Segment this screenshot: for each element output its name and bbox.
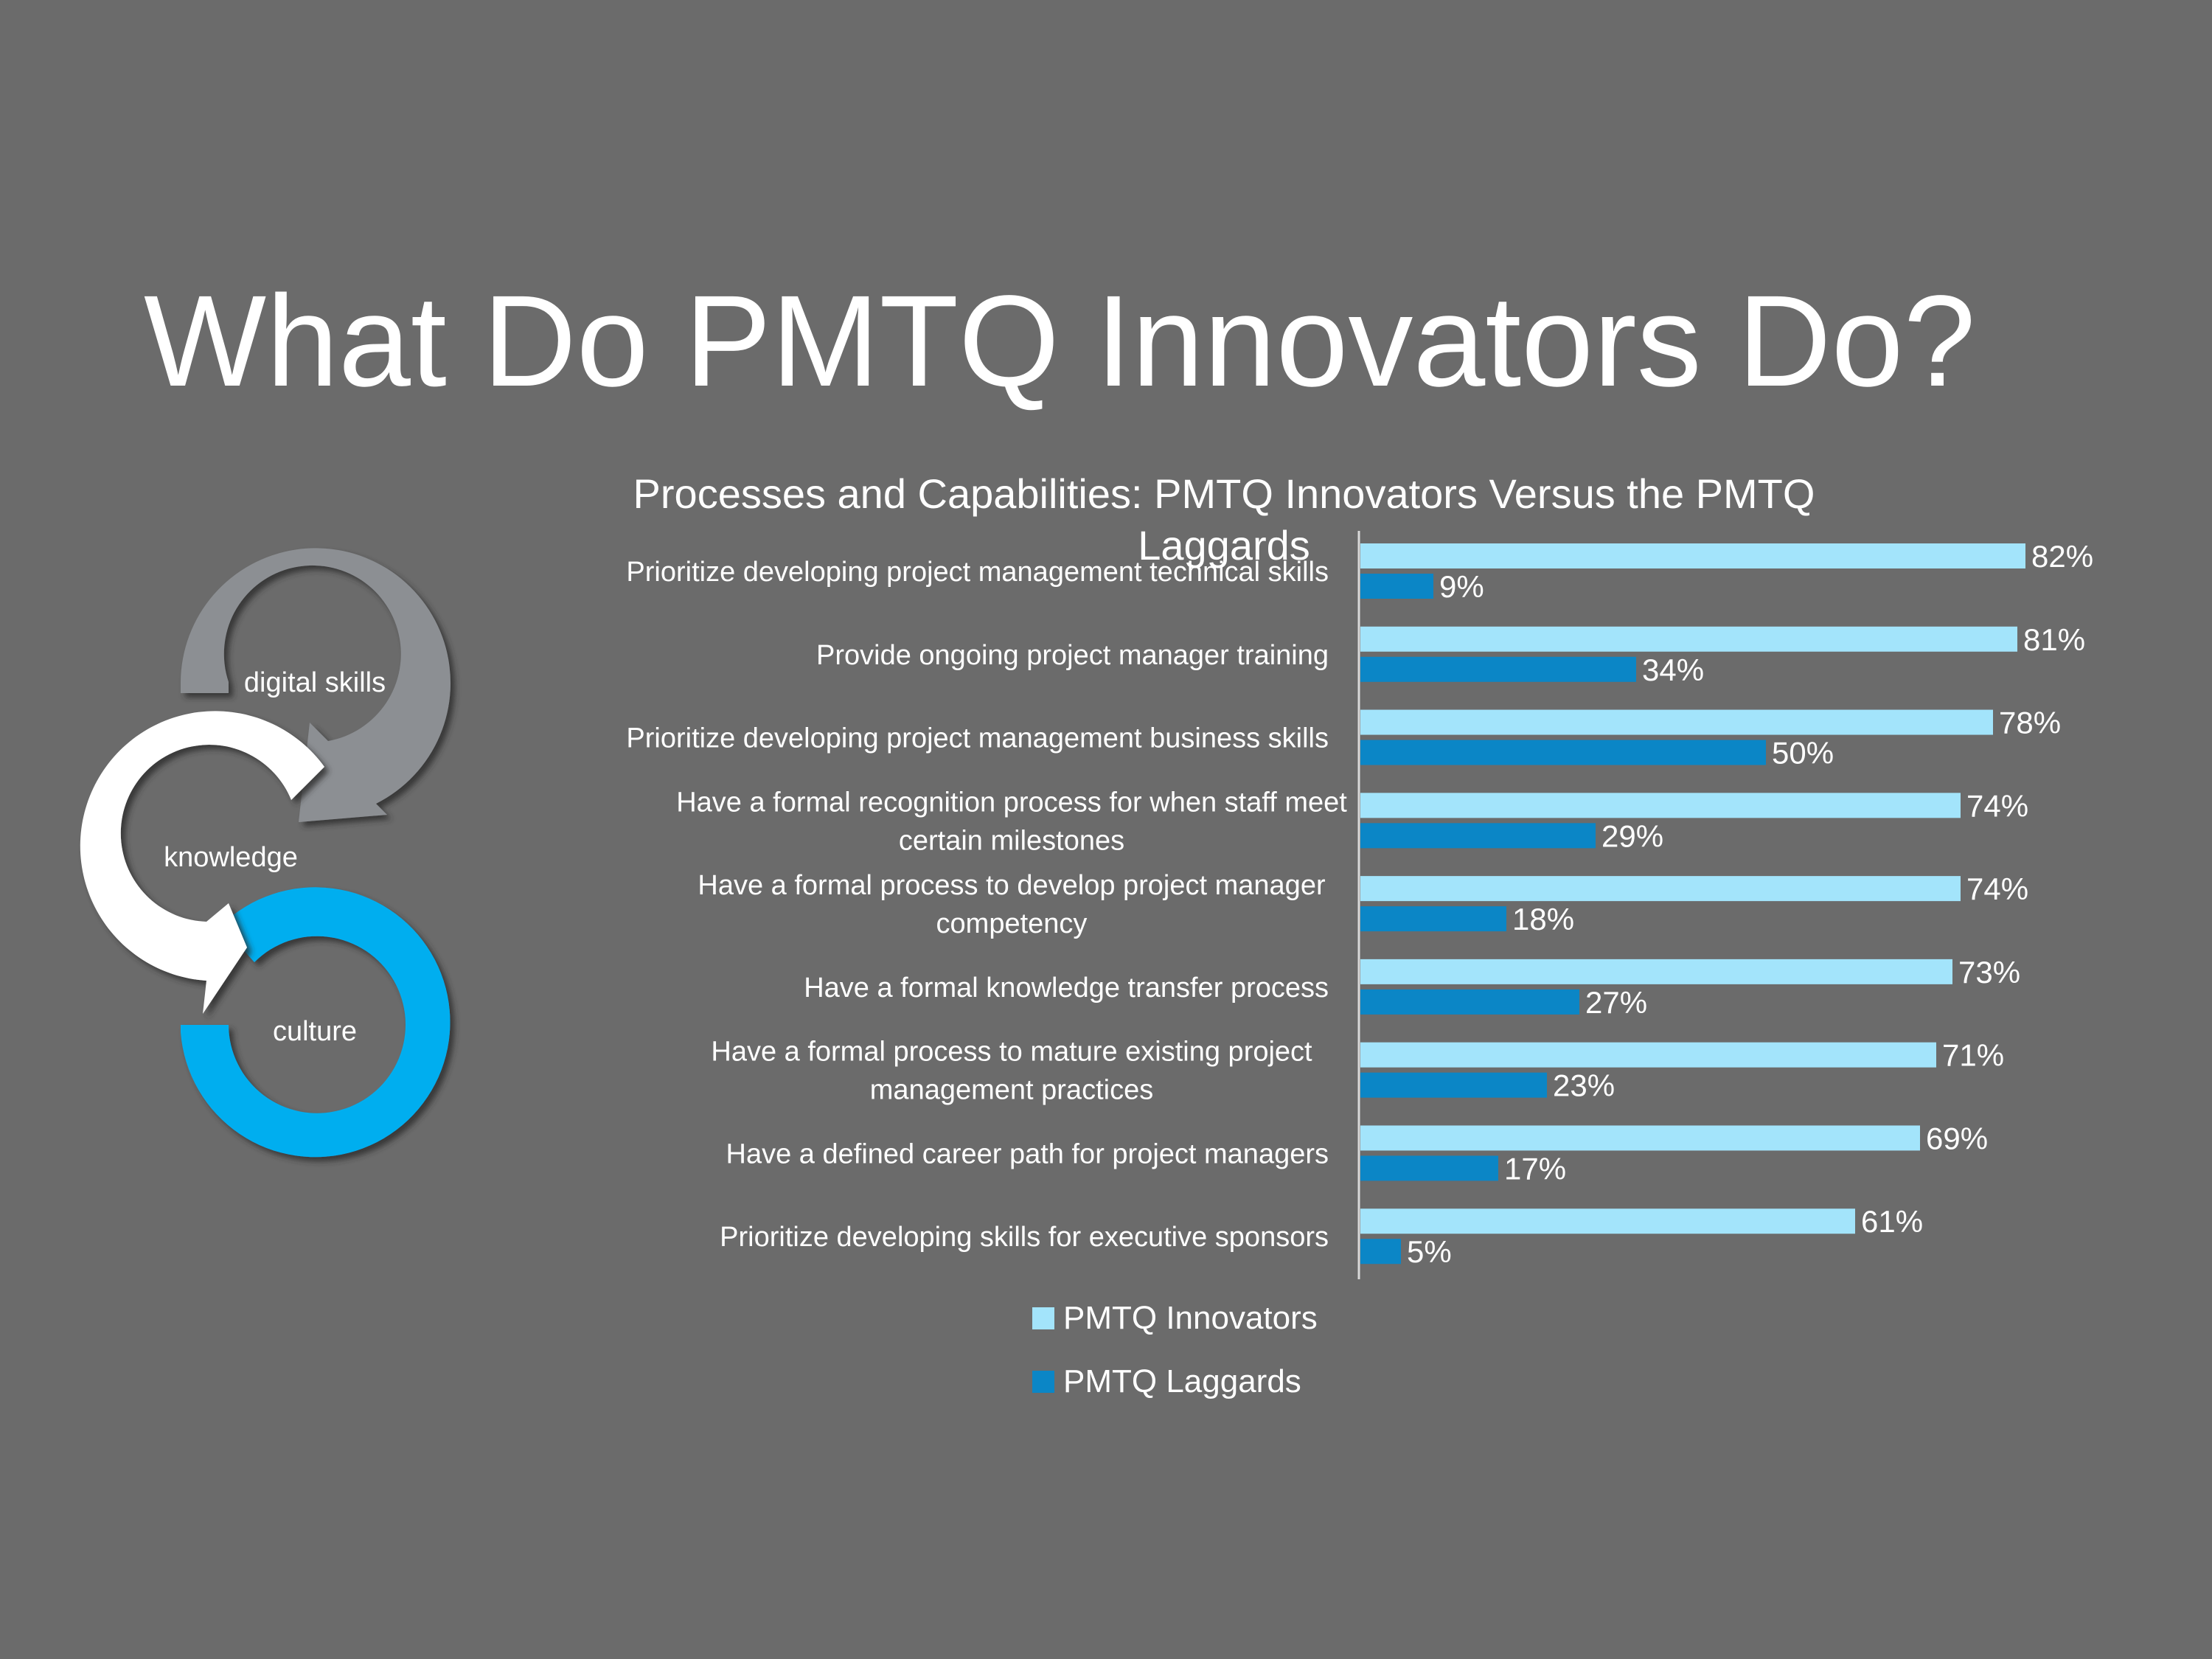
chart-legend: PMTQ Innovators PMTQ Laggards <box>1032 1287 1318 1413</box>
category-label-line: certain milestones <box>899 825 1124 856</box>
bar-innovators-8 <box>1360 1208 1855 1234</box>
category-label-line: Prioritize developing skills for executi… <box>720 1222 1329 1253</box>
legend-item-innovators: PMTQ Innovators <box>1032 1287 1318 1350</box>
value-label-laggards-3: 29% <box>1601 818 1663 853</box>
bar-laggards-7 <box>1360 1155 1498 1181</box>
value-label-innovators-8: 61% <box>1861 1204 1923 1239</box>
bar-laggards-1 <box>1360 656 1636 682</box>
knowledge-arrow <box>80 711 325 1014</box>
legend-label-innovators: PMTQ Innovators <box>1063 1300 1318 1336</box>
bar-innovators-3 <box>1360 793 1961 818</box>
category-label-1: Provide ongoing project manager training <box>816 640 1329 671</box>
legend-label-laggards: PMTQ Laggards <box>1063 1363 1301 1399</box>
digital-skills-arrow <box>181 548 451 822</box>
category-label-5: Have a formal knowledge transfer process <box>804 973 1329 1004</box>
value-label-innovators-5: 73% <box>1958 955 2020 990</box>
category-label-2: Prioritize developing project management… <box>626 723 1329 754</box>
category-label-line: Have a formal recognition process for wh… <box>676 787 1347 818</box>
bar-innovators-7 <box>1360 1125 1920 1151</box>
legend-swatch-innovators <box>1032 1307 1054 1329</box>
category-label-line: management practices <box>870 1075 1153 1106</box>
category-label-line: Have a formal process to develop project… <box>698 870 1326 901</box>
category-label-3: Have a formal recognition process for wh… <box>676 787 1347 856</box>
category-label-line: Have a formal process to mature existing… <box>711 1037 1312 1068</box>
value-label-innovators-4: 74% <box>1966 872 2028 906</box>
legend-item-laggards: PMTQ Laggards <box>1032 1350 1318 1413</box>
value-label-laggards-7: 17% <box>1504 1151 1566 1186</box>
value-label-innovators-6: 71% <box>1942 1038 2004 1073</box>
bar-laggards-8 <box>1360 1239 1401 1265</box>
value-label-innovators-0: 82% <box>2031 539 2093 574</box>
category-label-line: Prioritize developing project management… <box>626 723 1329 754</box>
chart-title: Processes and Capabilities: PMTQ Innovat… <box>633 470 1815 568</box>
category-label-0: Prioritize developing project management… <box>626 557 1329 588</box>
category-label-line: competency <box>936 908 1088 939</box>
bar-innovators-2 <box>1360 709 1993 735</box>
cycle-diagram <box>80 548 451 1158</box>
category-label-4: Have a formal process to develop project… <box>698 870 1326 939</box>
value-label-innovators-2: 78% <box>1999 706 2061 740</box>
value-label-innovators-1: 81% <box>2023 622 2085 657</box>
value-label-laggards-8: 5% <box>1407 1234 1452 1269</box>
culture-arrow <box>181 887 451 1158</box>
category-label-line: Provide ongoing project manager training <box>816 640 1329 671</box>
bar-laggards-6 <box>1360 1072 1547 1098</box>
category-label-line: Have a defined career path for project m… <box>726 1138 1329 1169</box>
category-label-line: Have a formal knowledge transfer process <box>804 973 1329 1004</box>
value-label-laggards-4: 18% <box>1512 902 1574 936</box>
category-label-7: Have a defined career path for project m… <box>726 1138 1329 1169</box>
value-label-laggards-2: 50% <box>1772 736 1834 771</box>
value-label-laggards-1: 34% <box>1642 653 1704 687</box>
bar-laggards-2 <box>1360 740 1766 765</box>
value-label-innovators-3: 74% <box>1966 788 2028 823</box>
cycle-label-knowledge: knowledge <box>164 842 298 873</box>
bar-innovators-1 <box>1360 626 2017 652</box>
cycle-label-culture: culture <box>272 1016 358 1047</box>
value-label-innovators-7: 69% <box>1926 1121 1988 1155</box>
legend-swatch-laggards <box>1032 1371 1054 1393</box>
category-label-line: Prioritize developing project management… <box>626 557 1329 588</box>
bar-laggards-0 <box>1360 574 1433 599</box>
category-label-8: Prioritize developing skills for executi… <box>720 1222 1329 1253</box>
category-label-6: Have a formal process to mature existing… <box>711 1037 1312 1106</box>
bar-innovators-6 <box>1360 1042 1936 1068</box>
bar-laggards-4 <box>1360 906 1506 932</box>
bar-innovators-5 <box>1360 959 1952 984</box>
value-label-laggards-0: 9% <box>1439 569 1484 604</box>
value-label-laggards-5: 27% <box>1585 985 1647 1020</box>
bar-innovators-0 <box>1360 543 2025 568</box>
cycle-label-digital-skills: digital skills <box>243 667 386 698</box>
value-label-laggards-6: 23% <box>1553 1068 1615 1103</box>
bar-laggards-5 <box>1360 989 1579 1015</box>
bar-laggards-3 <box>1360 823 1596 849</box>
bar-innovators-4 <box>1360 876 1961 902</box>
slide-title: What Do PMTQ Innovators Do? <box>144 269 1976 414</box>
